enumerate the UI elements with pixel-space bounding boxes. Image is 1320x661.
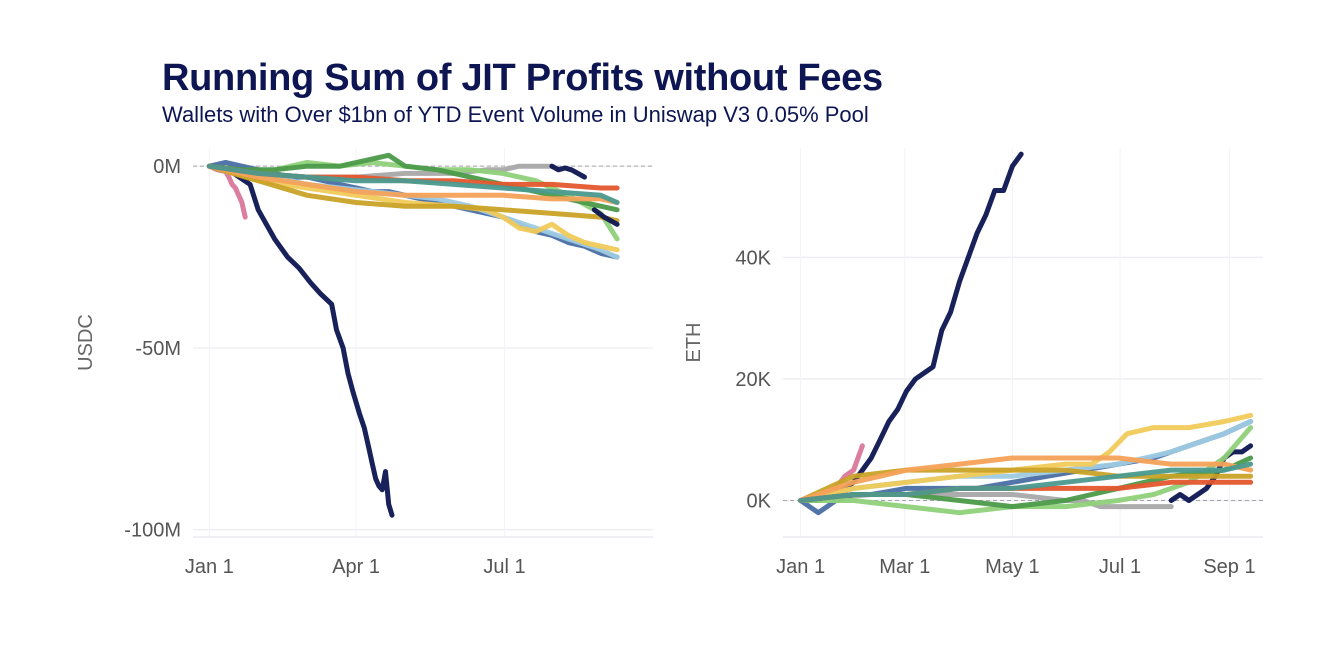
chart-right-y-tick-label: 40K (735, 247, 771, 269)
chart-right-x-tick-label: May 1 (985, 556, 1039, 578)
chart-right-series-yellow (798, 412, 1254, 503)
chart-left-series-navy-end (591, 207, 620, 227)
chart-right-series-teal (798, 461, 1254, 503)
chart-left-series-navy-late (549, 163, 587, 180)
chart-right-x-tick-label: Jan 1 (776, 556, 825, 578)
chart-header: Running Sum of JIT Profits without Fees … (162, 56, 883, 128)
chart-right-y-tick-label: 0K (747, 491, 772, 513)
chart-left-series-olive (206, 163, 620, 224)
chart-right-series-olive (798, 467, 1254, 503)
chart-right-y-axis-title: ETH (683, 323, 705, 363)
chart-title: Running Sum of JIT Profits without Fees (162, 57, 883, 99)
chart-right-y-tick-label: 20K (735, 369, 771, 391)
chart-right-series-orange (798, 455, 1254, 503)
chart-right-panel: 0K 20K 40K Jan 1 Mar 1 May 1 Jul 1 Sep 1 ETH (683, 148, 1263, 578)
chart-left-y-tick-label: -50M (135, 338, 181, 360)
chart-right-x-tick-label: Jul 1 (1099, 556, 1141, 578)
chart-left-series-orange (206, 163, 620, 205)
chart-left-series-navy (206, 163, 395, 518)
chart-left-y-tick-label: -100M (124, 520, 181, 542)
chart-right-x-tick-label: Mar 1 (879, 556, 930, 578)
chart-right-x-tick-label: Sep 1 (1203, 556, 1255, 578)
chart-left-x-tick-label: Jan 1 (185, 556, 234, 578)
chart-subtitle: Wallets with Over $1bn of YTD Event Volu… (162, 102, 869, 127)
chart-left-y-tick-label: 0M (153, 156, 181, 178)
chart-left-x-tick-label: Apr 1 (332, 556, 380, 578)
chart-left-series-yellow (206, 163, 620, 253)
chart-left-y-axis-title: USDC (75, 314, 97, 371)
chart-left-x-tick-label: Jul 1 (483, 556, 525, 578)
chart-left-series-teal (206, 163, 620, 205)
